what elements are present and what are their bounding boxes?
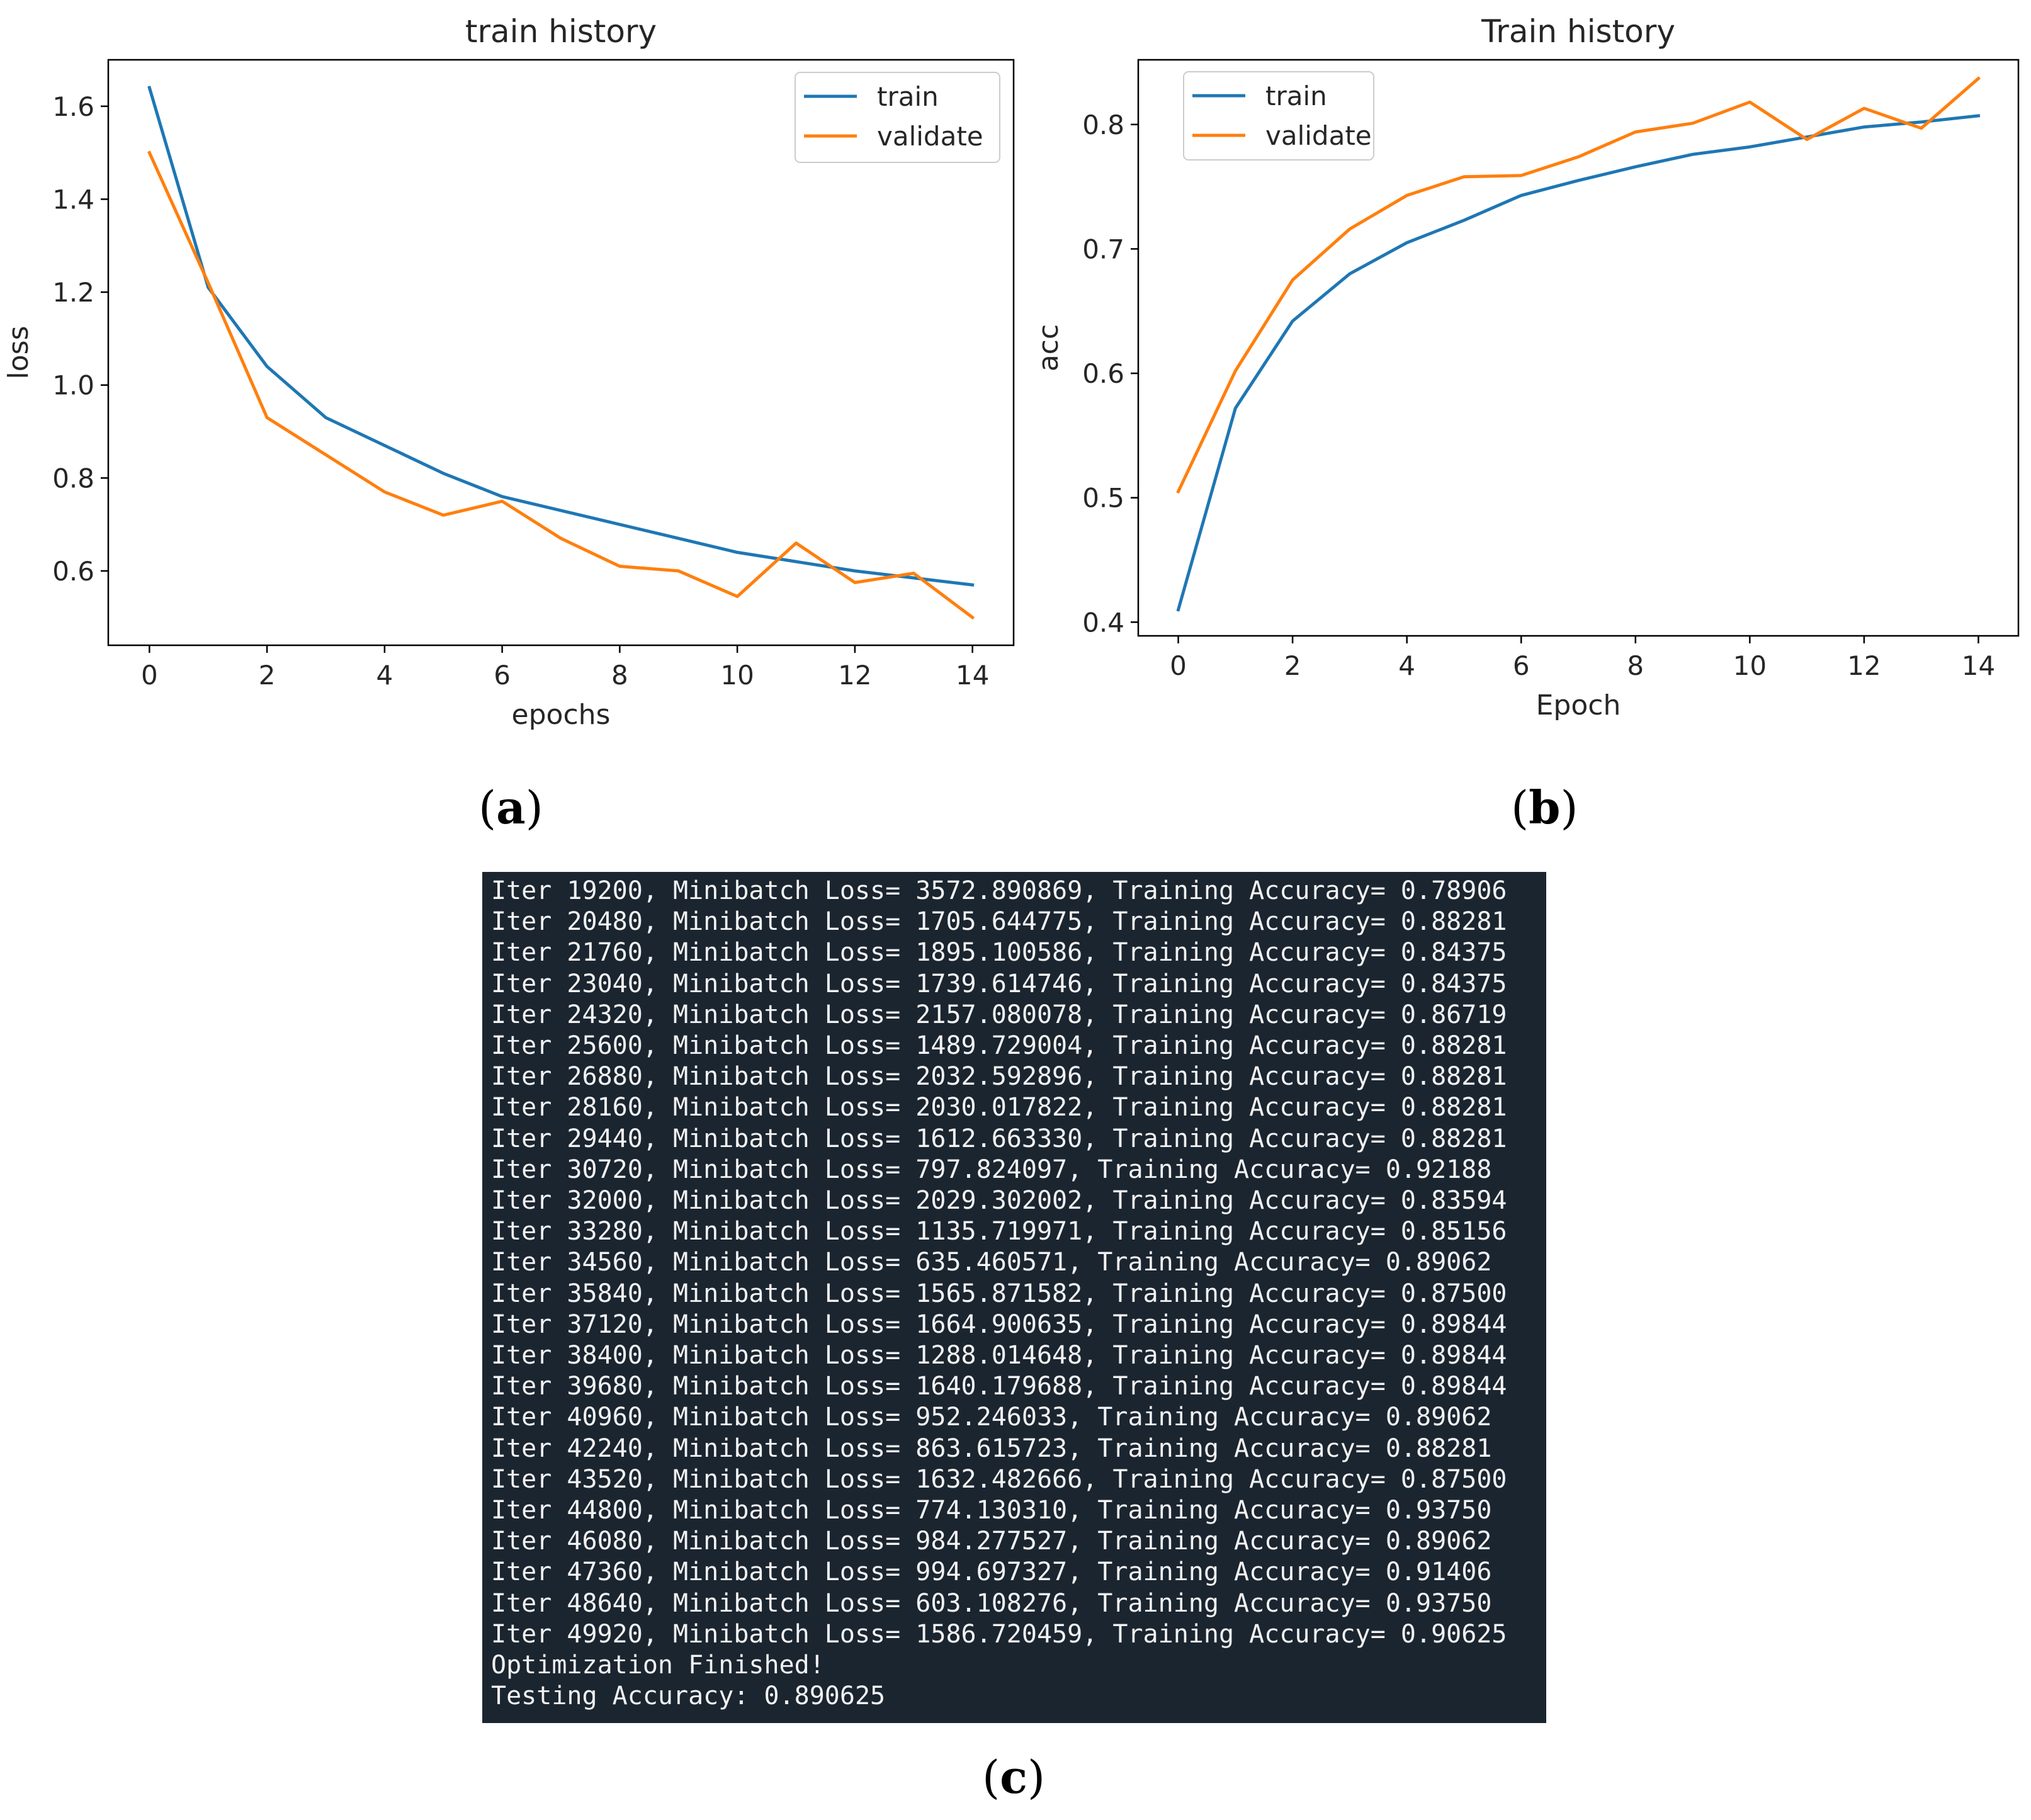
x-tick-label: 12 [838, 660, 871, 691]
loss-chart: 0 2 4 6 8 10 12 14 0.6 0.8 1.0 1.2 1.4 1.6 train histo… [3, 13, 1015, 731]
y-tick-label: 0.6 [1082, 358, 1124, 389]
x-tick-label: 10 [1733, 650, 1767, 681]
y-axis-label: loss [3, 326, 35, 380]
terminal-output: Iter 19200, Minibatch Loss= 3572.890869,… [482, 872, 1546, 1723]
x-tick-label: 8 [611, 660, 628, 691]
y-tick-label: 0.6 [52, 556, 94, 587]
x-tick-label: 2 [259, 660, 276, 691]
terminal-line: Iter 23040, Minibatch Loss= 1739.614746,… [491, 969, 1507, 998]
chart-title: train history [465, 13, 657, 50]
terminal-line: Iter 43520, Minibatch Loss= 1632.482666,… [491, 1464, 1507, 1494]
terminal-line: Iter 24320, Minibatch Loss= 2157.080078,… [491, 1000, 1507, 1029]
terminal-line: Testing Accuracy: 0.890625 [491, 1682, 886, 1711]
y-tick-label: 0.5 [1082, 483, 1124, 514]
terminal-line: Iter 34560, Minibatch Loss= 635.460571, … [491, 1248, 1492, 1277]
terminal-line: Iter 35840, Minibatch Loss= 1565.871582,… [491, 1279, 1507, 1308]
terminal-line: Iter 32000, Minibatch Loss= 2029.302002,… [491, 1186, 1507, 1216]
y-tick-label: 1.0 [52, 370, 94, 401]
x-tick-label: 4 [1398, 650, 1415, 681]
chart-title: Train history [1481, 13, 1675, 50]
x-tick-label: 14 [1962, 650, 1995, 681]
legend-box [1183, 71, 1374, 161]
y-tick-label: 1.6 [52, 91, 94, 122]
legend-label-validate: validate [877, 121, 983, 152]
panel-label-c: (c) [982, 1750, 1046, 1804]
terminal-line: Iter 49920, Minibatch Loss= 1586.720459,… [491, 1619, 1507, 1649]
terminal-line: Iter 39680, Minibatch Loss= 1640.179688,… [491, 1372, 1507, 1401]
terminal-line: Iter 30720, Minibatch Loss= 797.824097, … [491, 1155, 1492, 1184]
terminal-line: Iter 29440, Minibatch Loss= 1612.663330,… [491, 1124, 1507, 1153]
x-tick-label: 0 [141, 660, 158, 691]
y-tick-label: 0.8 [1082, 110, 1124, 140]
terminal-line: Iter 26880, Minibatch Loss= 2032.592896,… [491, 1062, 1507, 1092]
x-tick-label: 4 [376, 660, 393, 691]
x-tick-label: 12 [1847, 650, 1881, 681]
terminal-line: Iter 38400, Minibatch Loss= 1288.014648,… [491, 1341, 1507, 1371]
terminal-line: Iter 20480, Minibatch Loss= 1705.644775,… [491, 907, 1507, 937]
x-tick-label: 10 [720, 660, 754, 691]
terminal-line: Iter 40960, Minibatch Loss= 952.246033, … [491, 1403, 1492, 1432]
accuracy-chart: 0 2 4 6 8 10 12 14 0.4 0.5 0.6 0.7 0.8 Train history E… [1032, 13, 2020, 721]
terminal-line: Iter 46080, Minibatch Loss= 984.277527, … [491, 1527, 1492, 1556]
y-tick-label: 0.7 [1082, 234, 1124, 264]
terminal-line: Iter 25600, Minibatch Loss= 1489.729004,… [491, 1031, 1507, 1061]
terminal-line: Iter 37120, Minibatch Loss= 1664.900635,… [491, 1309, 1507, 1339]
terminal-line: Iter 33280, Minibatch Loss= 1135.719971,… [491, 1217, 1507, 1246]
terminal-line: Iter 21760, Minibatch Loss= 1895.100586,… [491, 938, 1507, 968]
y-tick-label: 0.4 [1082, 607, 1124, 638]
terminal-line: Iter 19200, Minibatch Loss= 3572.890869,… [491, 876, 1507, 905]
y-tick-label: 1.2 [52, 277, 94, 308]
x-axis-label: epochs [512, 699, 611, 731]
y-axis-label: acc [1032, 324, 1065, 371]
terminal-line: Iter 42240, Minibatch Loss= 863.615723, … [491, 1433, 1492, 1463]
legend-label-train: train [877, 81, 939, 112]
x-tick-label: 2 [1284, 650, 1301, 681]
terminal-line: Optimization Finished! [491, 1651, 825, 1680]
legend-label-validate: validate [1265, 120, 1372, 151]
terminal-line: Iter 44800, Minibatch Loss= 774.130310, … [491, 1496, 1492, 1525]
terminal-line: Iter 48640, Minibatch Loss= 603.108276, … [491, 1588, 1492, 1618]
y-tick-label: 0.8 [52, 463, 94, 494]
x-tick-label: 8 [1627, 650, 1644, 681]
panel-label-a: (a) [478, 781, 543, 834]
terminal-line: Iter 28160, Minibatch Loss= 2030.017822,… [491, 1093, 1507, 1122]
y-tick-label: 1.4 [52, 184, 94, 215]
legend-label-train: train [1265, 81, 1327, 111]
x-axis-label: Epoch [1536, 689, 1621, 721]
terminal-line: Iter 47360, Minibatch Loss= 994.697327, … [491, 1557, 1492, 1587]
x-tick-label: 6 [1513, 650, 1530, 681]
x-tick-label: 6 [494, 660, 511, 691]
x-tick-label: 14 [956, 660, 989, 691]
x-tick-label: 0 [1170, 650, 1187, 681]
panel-label-b: (b) [1511, 781, 1578, 834]
